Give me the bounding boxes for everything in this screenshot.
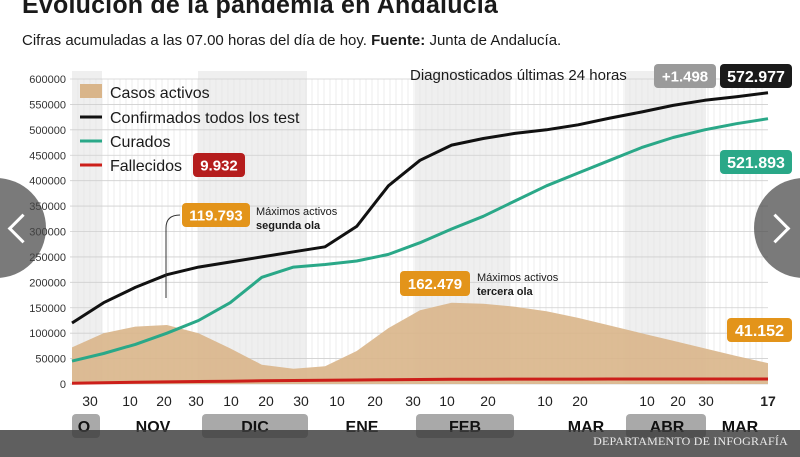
second-wave-badge-bg [182,203,250,227]
y-tick-label: 200000 [29,277,66,289]
y-tick-label: 450000 [29,150,66,162]
legend-label: Fallecidos [110,158,182,175]
series-area-casos-activos [72,302,768,384]
diagnosed-label: Diagnosticados últimas 24 horas [410,67,627,84]
x-day-tick: 20 [480,393,496,409]
source-label: Fuente: [371,32,426,49]
deaths-total-badge-bg [193,153,245,177]
x-day-tick: 17 [760,393,776,409]
page-subtitle: Cifras acumuladas a las 07.00 horas del … [22,32,561,49]
x-day-tick: 30 [188,393,204,409]
y-tick-label: 600000 [29,74,66,86]
y-tick-label: 0 [60,379,66,391]
month-band [625,71,706,384]
legend-label: Casos activos [110,85,210,102]
recovered-total-badge: 521.893 [727,155,785,172]
active-total-badge: 41.152 [735,323,784,340]
second-wave-label-2: segunda ola [256,220,321,232]
second-wave-leader [165,214,181,298]
x-day-tick: 20 [670,393,686,409]
third-wave-label-1: Máximos activos [477,272,559,284]
x-day-tick: 10 [122,393,138,409]
x-day-tick: 20 [156,393,172,409]
y-tick-label: 250000 [29,252,66,264]
month-band [72,71,102,384]
deaths-total-badge: 9.932 [200,157,238,174]
chevron-right-icon [760,213,791,244]
third-wave-badge: 162.479 [408,276,462,293]
series-line-2 [71,117,769,363]
diagnosed-new-badge: +1.498 [662,68,708,85]
page-title: Evolución de la pandemia en Andalucía [22,0,499,19]
x-day-tick: 20 [367,393,383,409]
subtitle-text: Cifras acumuladas a las 07.00 horas del … [22,32,372,49]
second-wave-label-1: Máximos activos [256,206,338,218]
x-day-tick: 20 [258,393,274,409]
y-tick-label: 50000 [35,354,66,366]
x-day-tick: 20 [572,393,588,409]
footer-bar [0,430,800,457]
series-line-3 [71,377,768,385]
x-day-tick: 30 [405,393,421,409]
confirmed-total-badge: 572.977 [727,69,785,86]
x-day-tick: 10 [329,393,345,409]
x-day-tick: 10 [639,393,655,409]
third-wave-badge-bg [400,271,470,296]
x-day-tick: 10 [537,393,553,409]
legend-swatch [80,84,102,98]
x-day-tick: 30 [293,393,309,409]
recovered-total-badge-bg [720,150,792,174]
confirmed-total-badge-bg [720,64,792,88]
chevron-left-icon [7,213,38,244]
legend-label: Confirmados todos los test [110,110,300,127]
x-day-tick: 10 [439,393,455,409]
y-tick-label: 500000 [29,125,66,137]
x-day-tick: 10 [223,393,239,409]
second-wave-badge: 119.793 [189,207,242,224]
source-value: Junta de Andalucía. [425,32,562,49]
third-wave-label-2: tercera ola [477,286,534,298]
y-tick-label: 400000 [29,176,66,188]
diagnosed-new-badge-bg [654,64,716,88]
y-tick-label: 550000 [29,99,66,111]
legend-label: Curados [110,134,170,151]
y-tick-label: 100000 [29,328,66,340]
credit-label: DEPARTAMENTO DE INFOGRAFÍA [593,434,788,448]
y-tick-label: 150000 [29,303,66,315]
active-total-badge-bg [727,318,792,342]
series-line-1 [71,91,769,325]
x-day-tick: 30 [82,393,98,409]
x-day-tick: 30 [698,393,714,409]
